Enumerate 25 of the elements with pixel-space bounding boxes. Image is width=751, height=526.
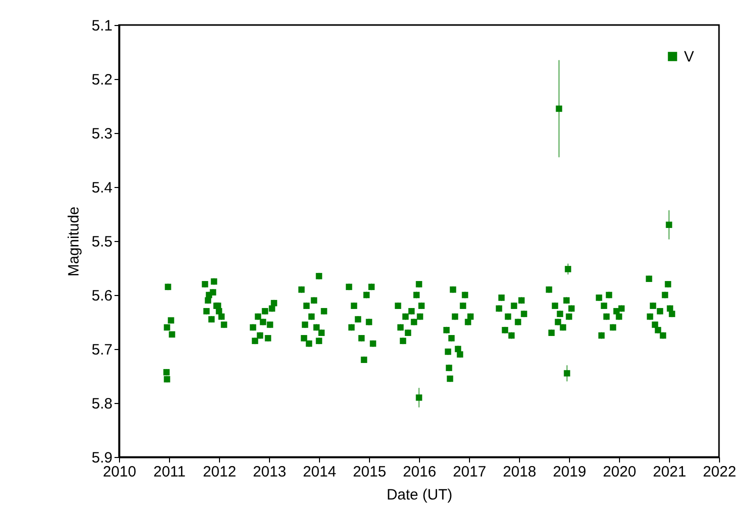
y-tick-label: 5.9 (92, 450, 112, 466)
y-tick-label: 5.3 (92, 126, 112, 142)
y-tick-label: 5.4 (92, 180, 112, 196)
x-tick-label: 2017 (452, 464, 486, 480)
x-tick-label: 2022 (702, 464, 736, 480)
y-tick-label: 5.6 (92, 288, 112, 304)
y-axis-title: Magnitude (66, 206, 83, 277)
x-tick-label: 2016 (402, 464, 436, 480)
legend-label: V (684, 48, 694, 66)
y-tick-label: 5.1 (92, 18, 112, 34)
x-tick-label: 2018 (502, 464, 536, 480)
y-tick-label: 5.7 (92, 342, 112, 358)
x-tick-label: 2012 (202, 464, 236, 480)
x-tick-label: 2020 (602, 464, 636, 480)
x-tick-label: 2010 (102, 464, 136, 480)
x-tick-label: 2019 (552, 464, 586, 480)
y-tick-label: 5.8 (92, 396, 112, 412)
x-tick-label: 2015 (352, 464, 386, 480)
x-tick-label: 2014 (302, 464, 336, 480)
y-tick-label: 5.5 (92, 234, 112, 250)
x-tick-label: 2011 (153, 464, 186, 480)
x-tick-label: 2013 (252, 464, 286, 480)
x-tick-label: 2021 (652, 464, 686, 480)
x-axis-title: Date (UT) (386, 486, 452, 504)
y-tick-label: 5.2 (92, 72, 112, 88)
